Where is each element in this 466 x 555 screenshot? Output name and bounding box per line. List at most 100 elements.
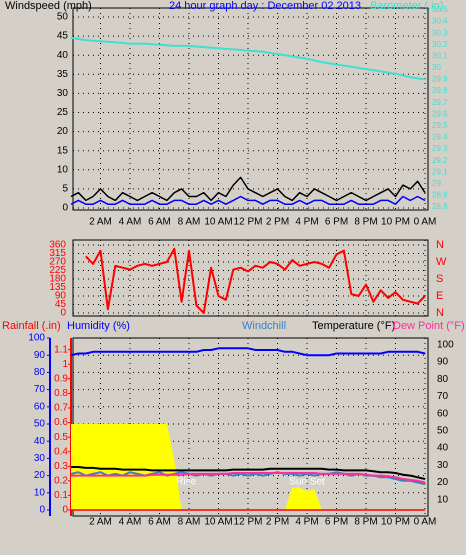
y-tick-label: 90 bbox=[55, 291, 67, 302]
y2-tick-label: W bbox=[436, 256, 447, 268]
y2-label: Barometer (.in) bbox=[370, 0, 443, 12]
y-tick-label: 40 bbox=[57, 50, 69, 61]
y3-tick-label: 1.1 bbox=[54, 344, 68, 355]
y2-tick-label: 30.5 bbox=[432, 5, 448, 14]
y2-tick-label: 90 bbox=[437, 357, 449, 368]
y3-tick-label: 0.8 bbox=[54, 388, 68, 399]
y2-tick-label: 100 bbox=[437, 340, 454, 351]
x-tick-label: 2 PM bbox=[266, 217, 289, 228]
y2-tick-label: 28.8 bbox=[432, 202, 448, 211]
x-tick-label: 10 AM bbox=[204, 217, 232, 228]
y-tick-label: 70 bbox=[34, 384, 46, 395]
legend-entry: Humidity (%) bbox=[67, 320, 130, 332]
y-tick-label: 360 bbox=[49, 240, 66, 251]
y-tick-label: 270 bbox=[49, 257, 66, 268]
y2-tick-label: 28.9 bbox=[432, 191, 448, 200]
y2-tick-label: 20 bbox=[437, 477, 449, 488]
y-tick-label: 40 bbox=[34, 436, 46, 447]
y-tick-label: 315 bbox=[49, 248, 66, 259]
y-tick-label: 90 bbox=[34, 350, 46, 361]
plot-area bbox=[72, 7, 429, 211]
x-tick-label: 12 PM bbox=[234, 517, 263, 528]
x-tick-label: 0 AM bbox=[414, 517, 437, 528]
y2-tick-label: 80 bbox=[437, 374, 449, 385]
x-tick-label: 10 PM bbox=[381, 217, 410, 228]
line bbox=[71, 472, 426, 484]
x-tick-label: 8 PM bbox=[354, 217, 377, 228]
y-label: Windspeed (mph) bbox=[5, 0, 92, 12]
y3-tick-label: 0.1 bbox=[54, 490, 68, 501]
y3-tick-label: 0.9 bbox=[54, 373, 68, 384]
x-tick-label: 6 PM bbox=[325, 517, 348, 528]
y-tick-label: 35 bbox=[57, 69, 69, 80]
y2-tick-label: 30 bbox=[437, 460, 449, 471]
y2-tick-label: 29.3 bbox=[432, 144, 448, 153]
line bbox=[71, 466, 426, 480]
y-tick-label: 45 bbox=[57, 31, 69, 42]
y-tick-label: 15 bbox=[57, 145, 69, 156]
annotation: Sun Set bbox=[289, 477, 325, 488]
y-tick-label: 135 bbox=[49, 282, 66, 293]
y2-tick-label: 60 bbox=[437, 408, 449, 419]
x-tick-label: 6 PM bbox=[325, 217, 348, 228]
x-tick-label: 4 AM bbox=[119, 517, 142, 528]
y2-tick-label: 29.1 bbox=[432, 167, 448, 176]
y2-tick-label: E bbox=[436, 290, 443, 302]
y2-tick-label: 29.7 bbox=[432, 98, 448, 107]
title: 24 hour graph day : December 02 2013 bbox=[169, 0, 361, 12]
y-tick-label: 50 bbox=[34, 419, 46, 430]
y-tick-label: 45 bbox=[55, 299, 67, 310]
x-tick-label: 2 AM bbox=[89, 517, 112, 528]
x-tick-label: 12 PM bbox=[234, 217, 263, 228]
y-tick-label: 0 bbox=[39, 505, 45, 516]
x-tick-label: 8 PM bbox=[354, 517, 377, 528]
y-tick-label: 30 bbox=[57, 88, 69, 99]
y-tick-label: 25 bbox=[57, 107, 69, 118]
y-tick-label: 60 bbox=[34, 401, 46, 412]
legend-entry: Dew Point (°F) bbox=[393, 320, 465, 332]
x-tick-label: 10 PM bbox=[381, 517, 410, 528]
y-tick-label: 80 bbox=[34, 367, 46, 378]
y2-tick-label: 29.4 bbox=[432, 133, 448, 142]
area bbox=[71, 424, 425, 510]
y3-tick-label: 0.4 bbox=[54, 446, 68, 457]
y2-tick-label: 29.9 bbox=[432, 75, 448, 84]
legend-entry: Rainfall (.in) bbox=[2, 320, 61, 332]
x-tick-label: 4 PM bbox=[295, 517, 318, 528]
y-tick-label: 225 bbox=[49, 265, 66, 276]
y2-tick-label: S bbox=[436, 273, 443, 285]
y2-tick-label: N bbox=[436, 239, 444, 251]
y2-tick-label: 29 bbox=[432, 179, 441, 188]
y-tick-label: 20 bbox=[57, 126, 69, 137]
x-tick-label: 8 AM bbox=[178, 517, 201, 528]
line bbox=[70, 195, 426, 205]
line bbox=[70, 347, 426, 357]
y-tick-label: 10 bbox=[34, 487, 46, 498]
y2-tick-label: 29.8 bbox=[432, 86, 448, 95]
y2-tick-label: 30.4 bbox=[432, 17, 448, 26]
y2-tick-label: 10 bbox=[437, 494, 449, 505]
x-tick-label: 2 AM bbox=[89, 217, 112, 228]
y-tick-label: 100 bbox=[28, 333, 45, 344]
y2-tick-label: 30 bbox=[432, 63, 441, 72]
y3-tick-label: 0.2 bbox=[54, 475, 68, 486]
y2-tick-label: 29.2 bbox=[432, 156, 448, 165]
y3-tick-label: 0 bbox=[62, 505, 68, 516]
y3-tick-label: 1 bbox=[62, 359, 68, 370]
x-tick-label: 2 PM bbox=[266, 517, 289, 528]
x-tick-label: 6 AM bbox=[148, 517, 171, 528]
y2-tick-label: 40 bbox=[437, 443, 449, 454]
y2-tick-label: 29.6 bbox=[432, 109, 448, 118]
y2-tick-label: 29.5 bbox=[432, 121, 448, 130]
x-tick-label: 8 AM bbox=[178, 217, 201, 228]
x-tick-label: 10 AM bbox=[204, 517, 232, 528]
y3-tick-label: 0.7 bbox=[54, 403, 68, 414]
x-tick-label: 4 AM bbox=[119, 217, 142, 228]
y3-tick-label: 0.5 bbox=[54, 432, 68, 443]
x-tick-label: 0 AM bbox=[414, 217, 437, 228]
y-tick-label: 50 bbox=[57, 12, 69, 23]
legend-entry: Temperature (°F) bbox=[312, 320, 395, 332]
y2-tick-label: 50 bbox=[437, 426, 449, 437]
